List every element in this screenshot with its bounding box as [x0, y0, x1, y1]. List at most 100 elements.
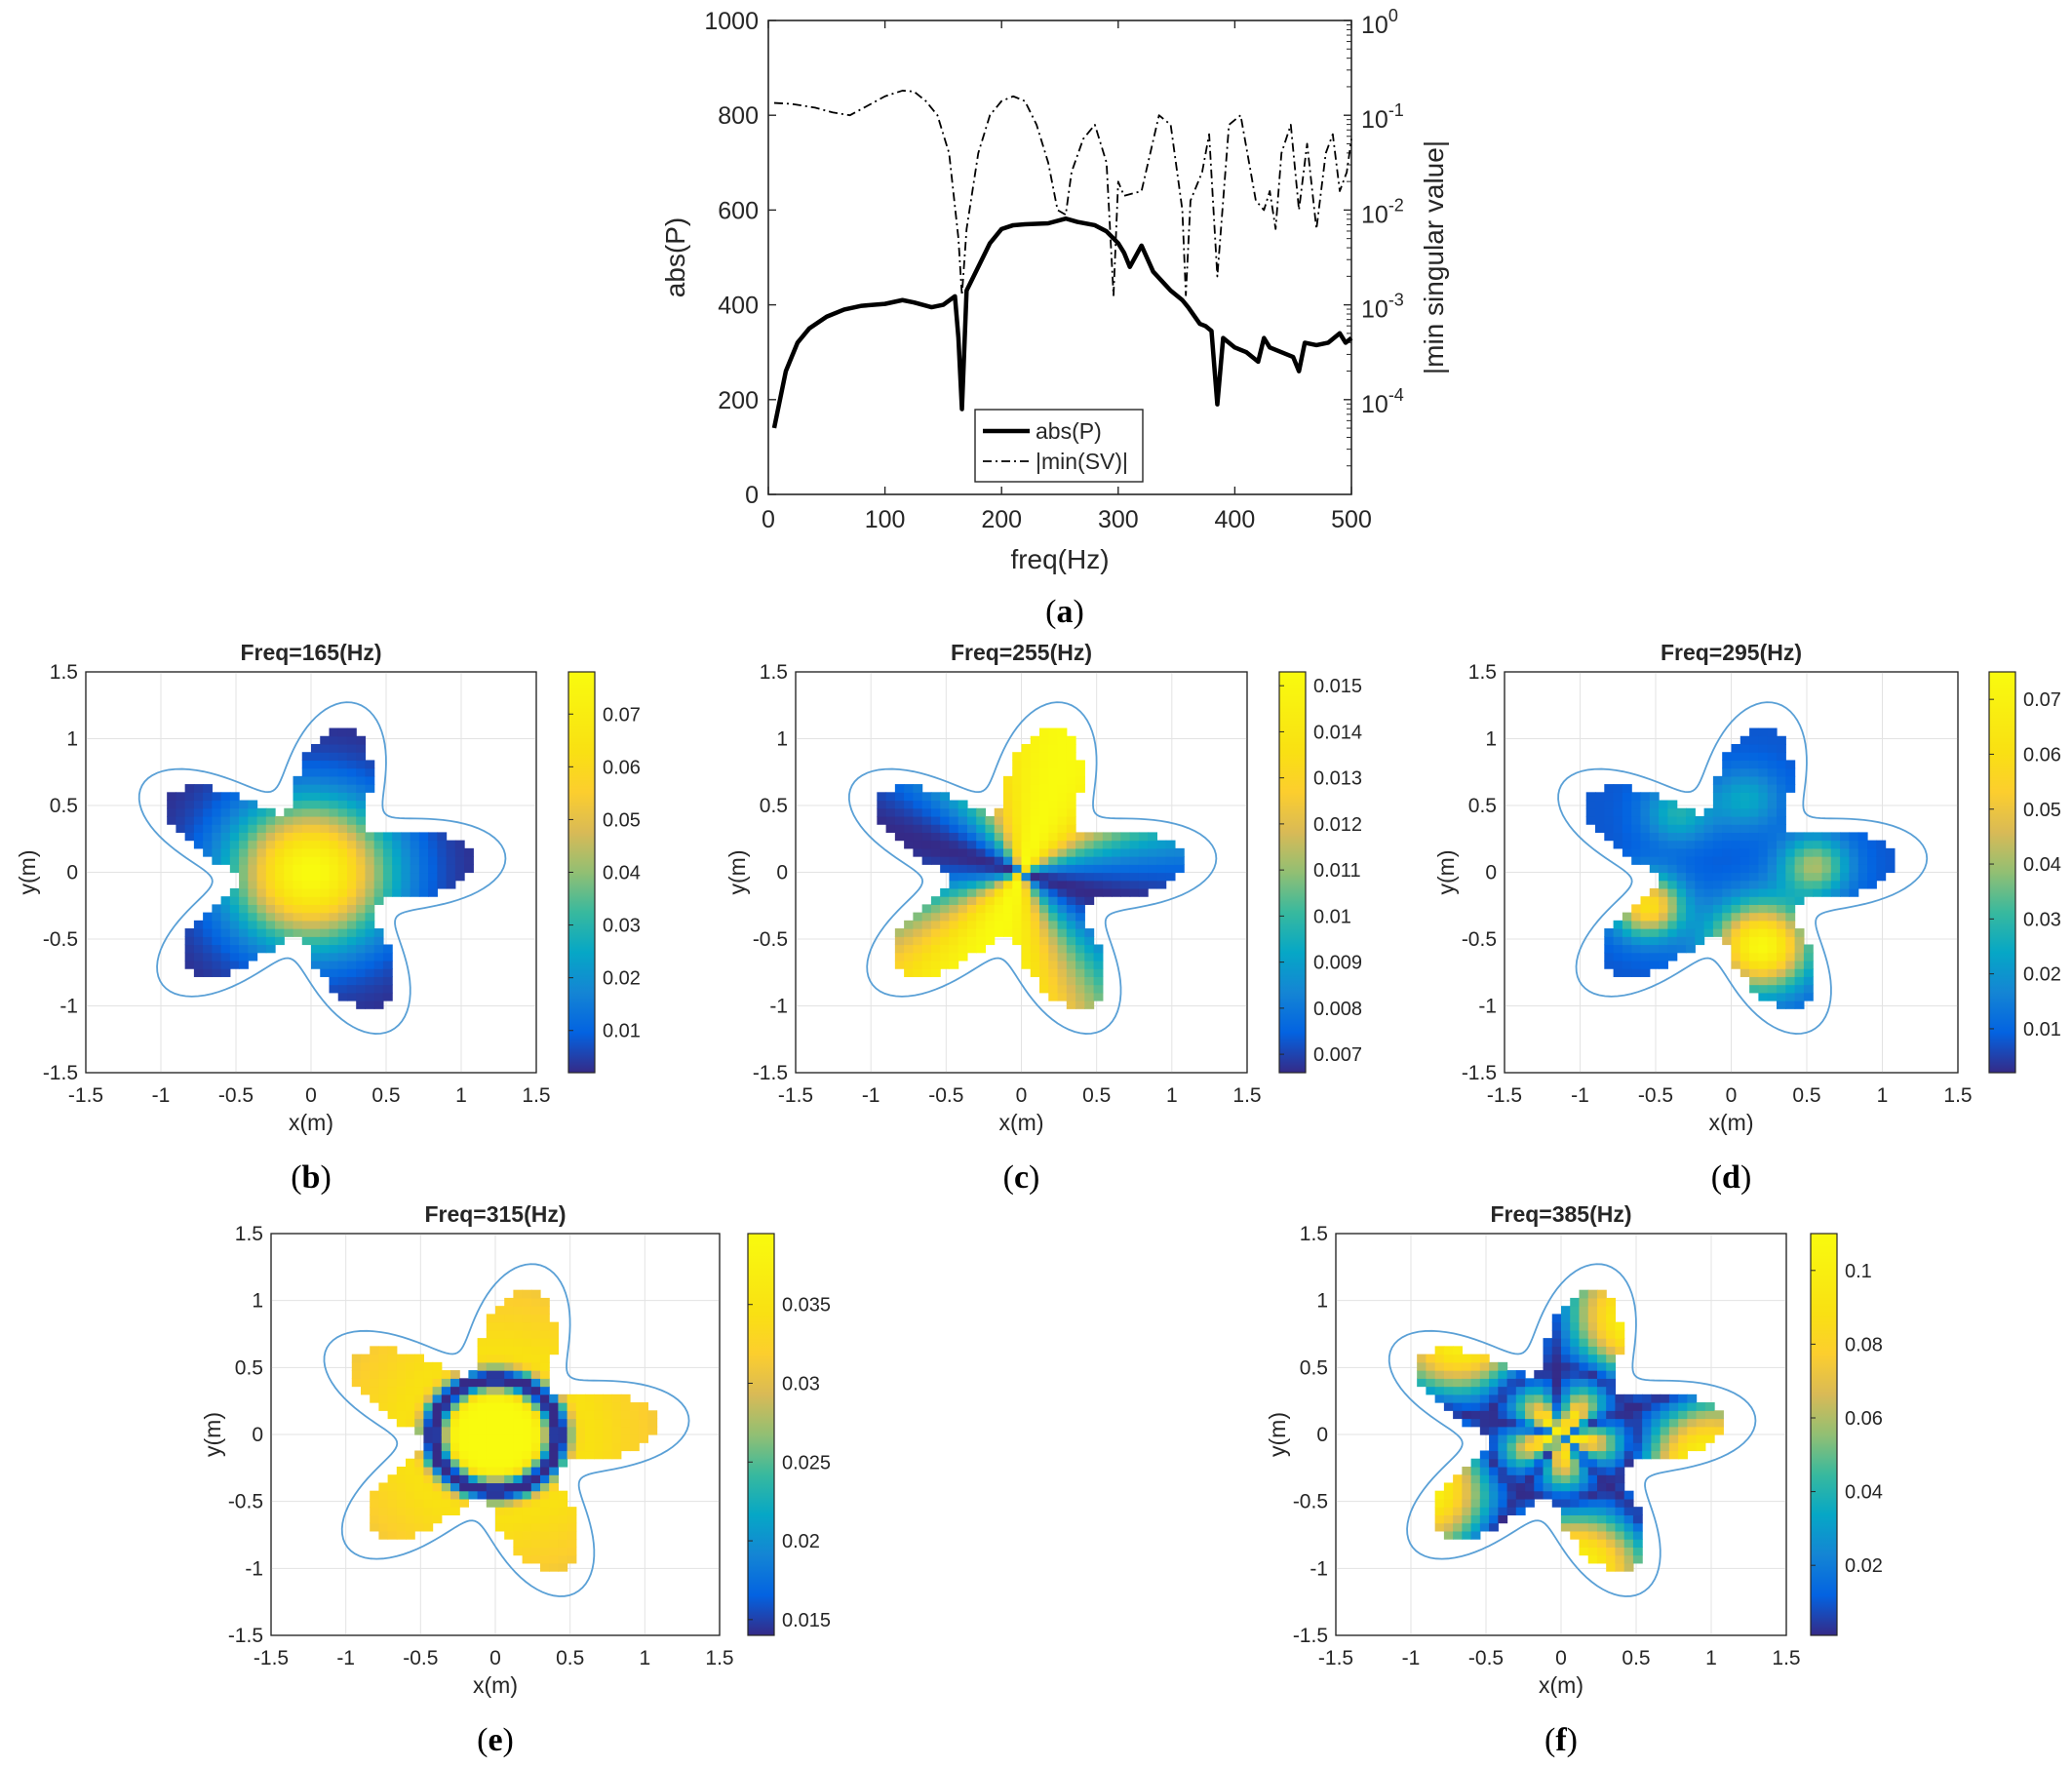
heat-cell-b [311, 815, 321, 825]
heat-cell-e [450, 1458, 460, 1468]
heat-cell-b [346, 952, 357, 962]
heat-cell-c [930, 944, 941, 954]
heat-cell-d [1777, 824, 1786, 833]
heat-cell-e [450, 1450, 460, 1460]
heat-cell-c [1048, 767, 1059, 777]
heat-cell-b [346, 760, 357, 769]
heat-cell-c [930, 960, 941, 969]
heat-cell-f [1489, 1442, 1499, 1452]
heat-cell-e [558, 1402, 568, 1411]
heat-cell-f [1551, 1361, 1562, 1371]
heat-cell-e [441, 1466, 451, 1475]
heat-cell-e [540, 1418, 550, 1428]
x-tick-label-f: 1.5 [1772, 1647, 1800, 1669]
heat-cell-b [248, 896, 258, 905]
heat-cell-f [1506, 1482, 1517, 1492]
heat-cell-c [1093, 992, 1104, 1001]
heat-cell-c [940, 896, 951, 905]
heat-cell-e [603, 1402, 613, 1411]
heat-cell-c [1093, 856, 1104, 865]
heat-cell-b [256, 896, 267, 905]
heat-cell-b [329, 815, 339, 825]
heat-cell-f [1525, 1418, 1535, 1428]
heat-cell-f [1498, 1458, 1508, 1468]
heat-cell-d [1604, 832, 1615, 842]
heat-cell-e [441, 1378, 451, 1388]
heat-cell-f [1651, 1450, 1662, 1460]
heat-cell-c [1057, 872, 1068, 882]
heat-cell-d [1731, 872, 1741, 882]
heat-cell-f [1596, 1474, 1607, 1484]
heat-cell-e [441, 1394, 451, 1403]
heat-cell-c [1030, 752, 1040, 762]
heat-cell-d [1840, 887, 1850, 897]
heat-cell-c [1138, 872, 1149, 882]
heat-cell-b [446, 880, 456, 889]
heat-cell-c [1075, 840, 1085, 849]
heat-cell-e [530, 1458, 541, 1468]
heat-cell-d [1867, 856, 1877, 865]
heat-cell-e [549, 1474, 559, 1484]
heat-cell-e [513, 1426, 524, 1435]
heat-cell-c [966, 887, 977, 897]
heat-cell-c [1156, 880, 1167, 889]
heat-cell-b [311, 896, 321, 905]
heat-cell-e [396, 1418, 407, 1428]
heat-cell-b [320, 767, 331, 777]
heat-cell-b [356, 824, 367, 833]
heat-cell-f [1498, 1426, 1508, 1435]
heat-cell-b [356, 735, 367, 745]
heat-cell-f [1579, 1289, 1589, 1299]
heat-cell-e [396, 1522, 407, 1532]
heat-cell-e [423, 1514, 434, 1524]
heat-cell-b [337, 840, 348, 849]
heat-cell-d [1794, 832, 1805, 842]
heat-cell-c [1021, 832, 1032, 842]
heat-cell-e [558, 1562, 568, 1572]
heat-cell-f [1587, 1434, 1598, 1443]
heat-cell-b [167, 800, 176, 809]
heat-cell-d [1767, 832, 1778, 842]
boundary-contour-e [323, 1263, 690, 1597]
heat-cell-d [1749, 815, 1759, 825]
heat-cell-d [1813, 864, 1823, 874]
x-tick-label-a: 0 [762, 506, 775, 533]
heat-cell-b [365, 992, 375, 1001]
heat-cell-c [1039, 775, 1049, 785]
heat-cell-d [1659, 960, 1668, 969]
heat-cell-d [1758, 767, 1769, 777]
heat-cell-d [1712, 832, 1723, 842]
heat-cell-e [620, 1434, 631, 1443]
heat-cell-b [284, 887, 294, 897]
heat-cell-c [940, 928, 951, 937]
heat-cell-f [1704, 1426, 1715, 1435]
heat-cell-d [1777, 968, 1786, 977]
heat-cell-b [239, 920, 249, 929]
y-axis-label-c: y(m) [724, 850, 750, 895]
heat-cell-c [1030, 832, 1040, 842]
heat-cell-f [1642, 1434, 1652, 1443]
heat-cell-e [530, 1321, 541, 1331]
y-tick-label-e: 0.5 [235, 1356, 263, 1379]
heat-cell-c [994, 904, 1004, 914]
heat-cell-f [1579, 1490, 1589, 1500]
heat-cell-b [337, 880, 348, 889]
heat-cell-f [1687, 1418, 1698, 1428]
heat-cell-f [1515, 1434, 1526, 1443]
heat-cell-f [1525, 1450, 1535, 1460]
heat-cell-c [1148, 847, 1157, 857]
heat-cell-e [432, 1418, 443, 1428]
heat-cell-e [423, 1458, 434, 1468]
heat-cell-f [1525, 1394, 1535, 1403]
heat-cell-d [1758, 920, 1769, 929]
heat-cell-e [477, 1338, 488, 1347]
heat-cell-f [1615, 1346, 1625, 1355]
heat-cell-f [1606, 1442, 1617, 1452]
heat-cell-c [1084, 960, 1095, 969]
heat-cell-b [365, 960, 375, 969]
heat-cell-c [1112, 872, 1121, 882]
heat-cell-f [1606, 1297, 1617, 1307]
heat-cell-b [337, 824, 348, 833]
heat-cell-d [1777, 872, 1786, 882]
heat-cell-e [504, 1338, 514, 1347]
